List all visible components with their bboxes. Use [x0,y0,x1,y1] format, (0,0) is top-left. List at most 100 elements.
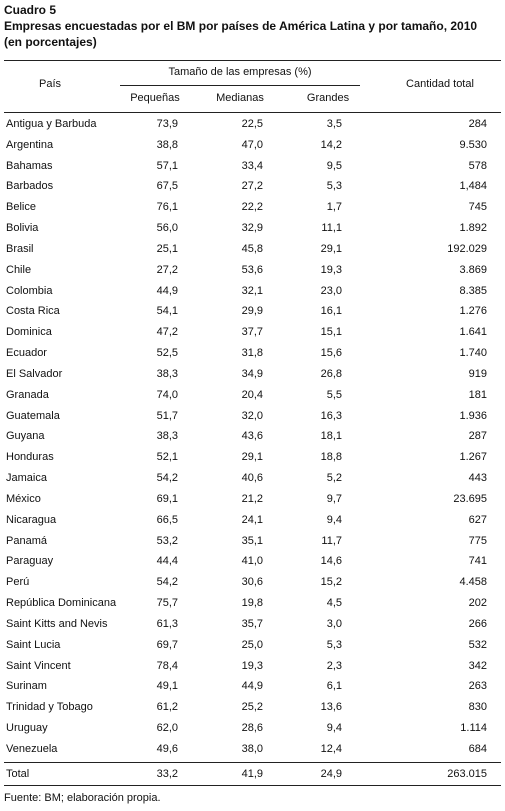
column-header: Pequeñas [130,92,180,104]
rule [120,85,360,86]
cell: 1,7 [326,201,342,214]
cell: 6,1 [326,680,342,693]
cell: 1.740 [459,347,487,360]
cell: 61,2 [156,701,178,714]
cell: 263.015 [447,768,487,780]
cell: 202 [468,597,487,610]
cell: 5,3 [326,638,342,651]
row-label: Total [6,768,30,780]
cell: 2,3 [326,659,342,672]
cell: 74,0 [156,388,178,401]
cell: 30,6 [241,576,263,589]
cell: 25,2 [241,701,263,714]
cell: 19,8 [241,597,263,610]
cell: 830 [468,701,487,714]
cell: 9,7 [326,492,342,505]
table-title: Empresas encuestadas por el BM por paíse… [4,19,478,33]
cell: 43,6 [241,430,263,443]
cell: 66,5 [156,513,178,526]
row-label: Trinidad y Tobago [6,701,93,714]
cell: 29,1 [320,242,342,255]
row-label: México [6,492,41,505]
row-label: Granada [6,388,49,401]
cell: 1.892 [459,222,487,235]
cell: 33,2 [156,768,178,780]
cell: 1,484 [459,180,487,193]
cell: 29,9 [241,305,263,318]
cell: 1.276 [459,305,487,318]
cell: 9,4 [326,513,342,526]
cell: 775 [468,534,487,547]
cell: 11,7 [321,534,342,547]
column-header: Medianas [216,92,264,104]
cell: 53,6 [241,263,263,276]
cell: 1.936 [459,409,487,422]
cell: 51,7 [156,409,178,422]
row-label: Saint Lucia [6,638,61,651]
cell: 24,9 [320,768,342,780]
cell: 9.530 [459,138,487,151]
row-label: Belice [6,201,36,214]
cell: 44,4 [156,555,178,568]
column-header: Cantidad total [406,78,474,90]
row-label: Surinam [6,680,47,693]
cell: 741 [468,555,487,568]
cell: 28,6 [241,722,263,735]
cell: 5,5 [326,388,342,401]
cell: 342 [468,659,487,672]
cell: 284 [468,118,487,130]
cell: 25,0 [241,638,263,651]
row-label: Antigua y Barbuda [6,118,97,130]
cell: 15,6 [320,347,342,360]
cell: 4.458 [459,576,487,589]
cell: 18,8 [320,451,342,464]
cell: 19,3 [320,263,342,276]
row-label: Nicaragua [6,513,57,526]
cell: 578 [468,159,487,172]
cell: 75,7 [156,597,178,610]
cell: 54,2 [156,576,178,589]
cell: 62,0 [156,722,178,735]
cell: 23.695 [453,492,487,505]
cell: 287 [468,430,487,443]
cell: 16,1 [320,305,342,318]
cell: 57,1 [156,159,178,172]
row-label: Barbados [6,180,54,193]
column-group-header: Tamaño de las empresas (%) [168,66,312,78]
cell: 54,1 [156,305,178,318]
row-label: Saint Vincent [6,659,71,672]
row-label: Guatemala [6,409,60,422]
cell: 15,1 [320,326,342,339]
cell: 181 [468,388,487,401]
cell: 26,8 [320,367,342,380]
cell: 32,9 [241,222,263,235]
cell: 13,6 [320,701,342,714]
cell: 73,9 [156,118,178,130]
row-label: Argentina [6,138,54,151]
cell: 45,8 [241,242,263,255]
cell: 3.869 [459,263,487,276]
cell: 54,2 [156,472,178,485]
table-label: Cuadro 5 [4,3,57,17]
cell: 263 [468,680,487,693]
cell: 32,1 [241,284,263,297]
cell: 20,4 [241,388,263,401]
cell: 52,1 [156,451,178,464]
row-label: Chile [6,263,32,276]
cell: 44,9 [156,284,178,297]
cell: 38,3 [156,367,178,380]
cell: 38,8 [156,138,178,151]
cell: 19,3 [241,659,263,672]
cell: 3,0 [326,617,342,630]
cell: 27,2 [241,180,263,193]
cell: 49,1 [156,680,178,693]
cell: 78,4 [156,659,178,672]
cell: 532 [468,638,487,651]
cell: 40,6 [241,472,263,485]
cell: 49,6 [156,742,178,755]
row-label: Uruguay [6,722,48,735]
cell: 24,1 [241,513,263,526]
row-label: Bahamas [6,159,53,172]
column-header: Grandes [306,92,350,104]
